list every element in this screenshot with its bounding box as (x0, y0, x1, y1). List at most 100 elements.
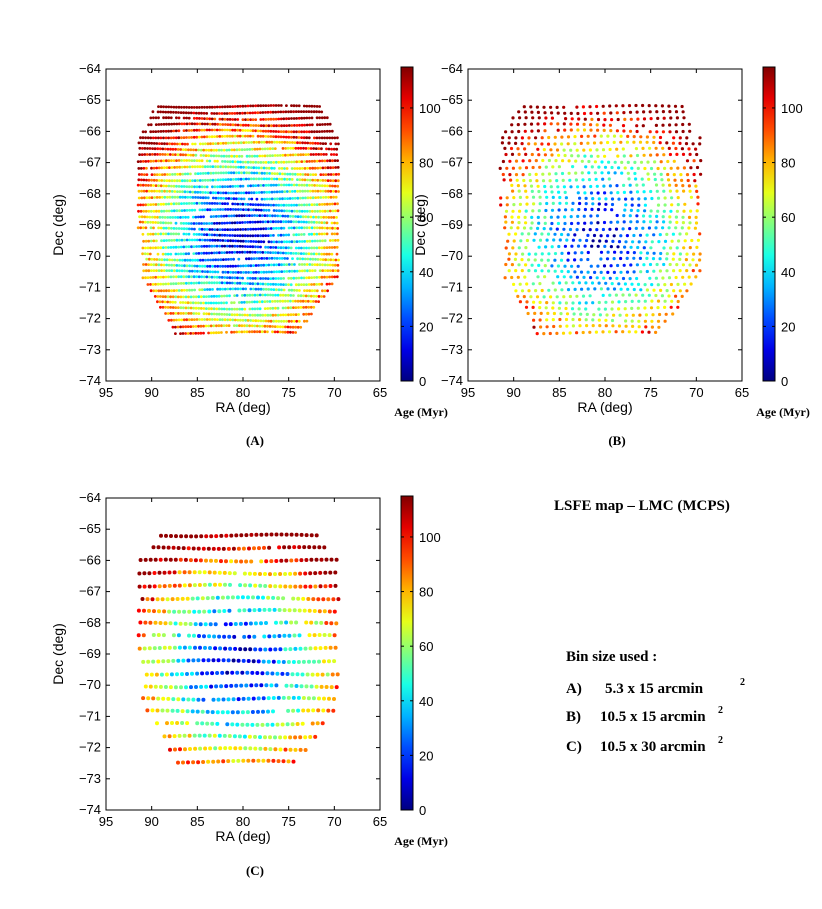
data-point (157, 609, 161, 614)
data-point (276, 110, 280, 114)
colorbar-tick-label: 40 (419, 265, 433, 280)
data-point (687, 226, 691, 230)
data-point (543, 264, 547, 268)
data-point (543, 122, 547, 126)
data-point (545, 318, 549, 322)
data-point (698, 252, 702, 256)
data-point (534, 136, 538, 140)
data-point (681, 184, 685, 188)
y-tick-label: −70 (79, 248, 101, 263)
data-point (308, 226, 311, 230)
data-point (155, 179, 159, 182)
data-point (251, 134, 255, 138)
data-point (254, 277, 257, 280)
data-point (646, 172, 650, 176)
data-point (630, 203, 634, 207)
data-point (267, 227, 270, 231)
data-point (319, 173, 323, 177)
data-point (246, 129, 250, 132)
data-point (283, 572, 288, 576)
data-point (297, 252, 300, 255)
data-point (202, 324, 206, 328)
data-point (530, 189, 534, 193)
data-point (281, 147, 285, 150)
data-point (501, 136, 505, 140)
data-point (687, 275, 691, 279)
data-point (236, 287, 240, 291)
data-point (326, 189, 330, 193)
data-point (241, 276, 245, 280)
data-point (176, 190, 179, 194)
data-point (284, 220, 288, 224)
data-point (251, 277, 255, 280)
x-tick-label: 75 (281, 814, 295, 829)
data-point (688, 189, 692, 193)
data-point (571, 201, 575, 205)
data-point (233, 234, 237, 238)
data-point (194, 325, 198, 328)
data-point (243, 245, 247, 248)
data-point (259, 118, 263, 121)
data-point (167, 734, 172, 739)
data-point (639, 160, 644, 164)
data-point (302, 276, 306, 280)
data-point (319, 258, 322, 261)
data-point (304, 312, 308, 316)
data-point (274, 117, 278, 121)
data-point (177, 245, 181, 249)
data-point (172, 318, 176, 322)
data-point (320, 110, 324, 114)
data-point (614, 227, 619, 231)
data-point (217, 609, 222, 614)
data-point (313, 226, 316, 230)
data-point (203, 105, 206, 109)
data-point (284, 135, 288, 139)
data-point (182, 129, 186, 133)
data-point (621, 276, 626, 281)
data-point (171, 216, 175, 219)
data-point (206, 208, 210, 212)
data-point (141, 183, 145, 187)
data-point (141, 696, 146, 701)
data-point (635, 220, 639, 224)
data-point (247, 608, 252, 613)
data-point (151, 659, 156, 664)
data-point (246, 282, 250, 285)
data-point (326, 122, 330, 126)
data-point (139, 160, 143, 163)
data-point (246, 319, 250, 322)
data-point (659, 160, 663, 164)
data-point (524, 305, 529, 309)
data-point (536, 147, 540, 151)
data-point (201, 258, 205, 262)
data-point (311, 166, 315, 170)
data-point (246, 118, 250, 121)
data-point (208, 233, 211, 237)
data-point (265, 166, 268, 170)
data-point (151, 147, 155, 151)
data-point (318, 570, 323, 575)
data-point (321, 258, 325, 261)
data-point (284, 620, 289, 625)
data-point (176, 216, 180, 219)
data-point (210, 244, 214, 248)
data-point (253, 583, 258, 588)
data-point (266, 313, 270, 317)
data-point (282, 183, 286, 187)
data-point (227, 191, 230, 195)
data-point (602, 184, 606, 188)
data-point (201, 760, 206, 764)
data-point (287, 251, 290, 255)
data-point (137, 584, 142, 589)
data-point (303, 240, 307, 243)
data-point (225, 112, 229, 115)
data-point (173, 621, 178, 626)
data-point (154, 123, 158, 126)
data-point (504, 246, 508, 250)
data-point (253, 214, 256, 217)
data-point (311, 189, 315, 193)
data-point (540, 136, 544, 140)
data-point (296, 153, 300, 157)
data-point (172, 238, 176, 242)
data-point (180, 136, 183, 140)
